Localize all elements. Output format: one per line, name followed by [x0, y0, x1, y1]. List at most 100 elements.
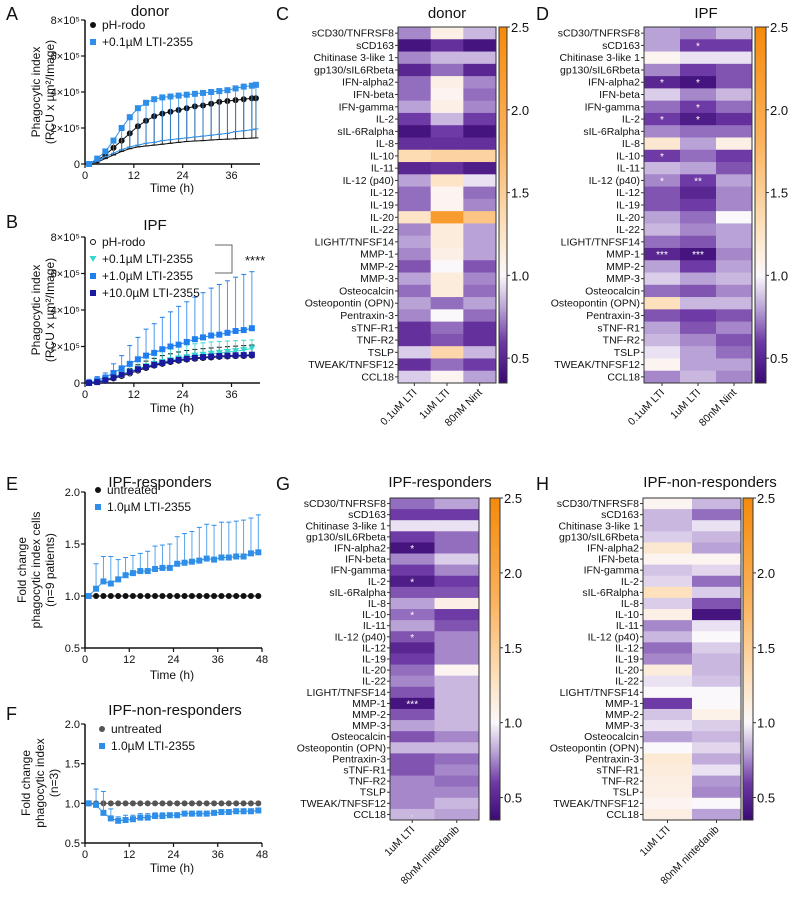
heatmap-cell	[644, 51, 681, 65]
heatmap-cell	[680, 100, 717, 114]
heatmap-cell	[463, 370, 497, 384]
row-label: LIGHT/TNFSF14	[560, 687, 640, 699]
y-tick-label: 2×10⁵	[51, 342, 80, 354]
y-axis-label: Fold changephagocytic index cells(n=9 pa…	[15, 512, 57, 629]
heatmap-cell	[644, 137, 681, 151]
heatmap-cell	[463, 321, 497, 335]
data-point	[118, 125, 125, 131]
row-label: MMP-3	[360, 273, 394, 285]
heatmap-cell	[430, 309, 464, 323]
heatmap-cell	[643, 542, 693, 555]
heatmap-cell	[644, 358, 681, 372]
heatmap-cell	[430, 174, 464, 188]
series-1: +0.1µM LTI-2355	[86, 35, 259, 167]
heatmap-cell	[643, 675, 693, 688]
data-point	[175, 92, 182, 99]
heatmap-cell	[644, 309, 681, 323]
row-label: IL-2	[368, 576, 386, 588]
y-tick-label: 8×10⁵	[51, 15, 80, 27]
data-point	[188, 593, 195, 599]
y-tick-label: 1.0	[65, 591, 80, 603]
x-tick-label: 24	[177, 170, 189, 182]
heatmap-cell	[463, 125, 497, 138]
data-point	[129, 800, 136, 807]
x-tick-label: 0	[82, 849, 88, 861]
heatmap-cell	[643, 564, 693, 577]
heatmap-cell	[390, 742, 435, 754]
data-point	[151, 349, 158, 356]
data-point	[93, 585, 100, 592]
row-label: Osteocalcin	[331, 731, 386, 743]
significance-label: *	[696, 103, 700, 114]
heatmap-cell	[643, 653, 693, 666]
chart-title: donor	[131, 3, 169, 20]
x-tick-label: 48	[256, 654, 268, 666]
heatmap-border	[642, 497, 742, 821]
heatmap-cell	[390, 542, 435, 555]
data-point	[144, 568, 151, 575]
heatmap-cell	[434, 520, 480, 532]
heatmap-cell	[463, 223, 497, 237]
heatmap-cell	[692, 586, 742, 599]
heatmap-border	[389, 497, 480, 821]
colorbar	[489, 497, 501, 821]
data-point	[137, 568, 144, 575]
y-tick-label: 6×10⁵	[51, 51, 80, 63]
heatmap-cell	[643, 708, 693, 721]
legend-label: +0.1µM LTI-2355	[102, 252, 193, 266]
row-label: MMP-3	[605, 720, 639, 732]
heatmap-cell	[644, 198, 681, 212]
heatmap-cell	[692, 542, 742, 555]
heatmap-cell	[716, 370, 753, 384]
heatmap-cell	[680, 27, 717, 40]
data-point	[107, 800, 114, 807]
x-tick-label: 12	[128, 170, 140, 182]
heatmap-cell	[643, 575, 693, 588]
heatmap-cell	[434, 742, 480, 754]
row-label: IFN-alpha2	[587, 542, 639, 554]
error-line	[88, 128, 257, 165]
data-point	[208, 332, 215, 339]
row-label: gp130/sIL6Rbeta	[306, 531, 386, 543]
data-point	[85, 800, 92, 807]
row-label: IL-10	[615, 609, 639, 621]
heatmap-cell	[430, 39, 464, 53]
row-label: IL-22	[370, 224, 394, 236]
heatmap-cell	[398, 27, 432, 40]
heatmap-cell	[398, 51, 432, 65]
heatmap-cell	[463, 260, 497, 274]
row-label: TWEAK/TNFSF12	[300, 798, 386, 810]
heatmap-cell	[398, 162, 432, 175]
significance-label: *	[696, 41, 700, 52]
heatmap-cell	[644, 211, 681, 224]
row-label: TWEAK/TNFSF12	[554, 359, 640, 371]
data-point	[203, 555, 210, 562]
row-label: IL-10	[616, 150, 640, 162]
panel-letter: B	[6, 212, 18, 232]
data-point	[94, 155, 101, 162]
x-tick-label: 48	[256, 849, 268, 861]
heatmap-cell	[716, 39, 753, 53]
row-label: Pentraxin-3	[585, 753, 639, 765]
heatmap-cell	[390, 597, 435, 610]
heatmap-cell	[716, 137, 753, 151]
heatmap-cell	[398, 284, 432, 298]
row-label: IFN-alpha2	[588, 77, 640, 89]
heatmap-cell	[680, 321, 717, 335]
panel-letter: H	[536, 474, 549, 494]
data-point	[232, 348, 240, 355]
legend-label: +1.0µM LTI-2355	[102, 269, 193, 283]
heatmap-cell	[716, 211, 753, 224]
row-label: sCD30/TNFRSF8	[557, 498, 639, 510]
data-point	[225, 809, 232, 816]
series-2: +1.0µM LTI-2355	[86, 269, 255, 386]
heatmap-cell	[430, 260, 464, 274]
y-axis-label: Fold changephagocytic index(n=3)	[19, 738, 61, 827]
heatmap-cell	[644, 333, 681, 347]
row-label: CCL18	[361, 371, 394, 383]
row-label: sCD30/TNFRSF8	[558, 28, 640, 40]
x-tick-label: 36	[225, 389, 237, 401]
row-label: IL-20	[362, 665, 386, 677]
